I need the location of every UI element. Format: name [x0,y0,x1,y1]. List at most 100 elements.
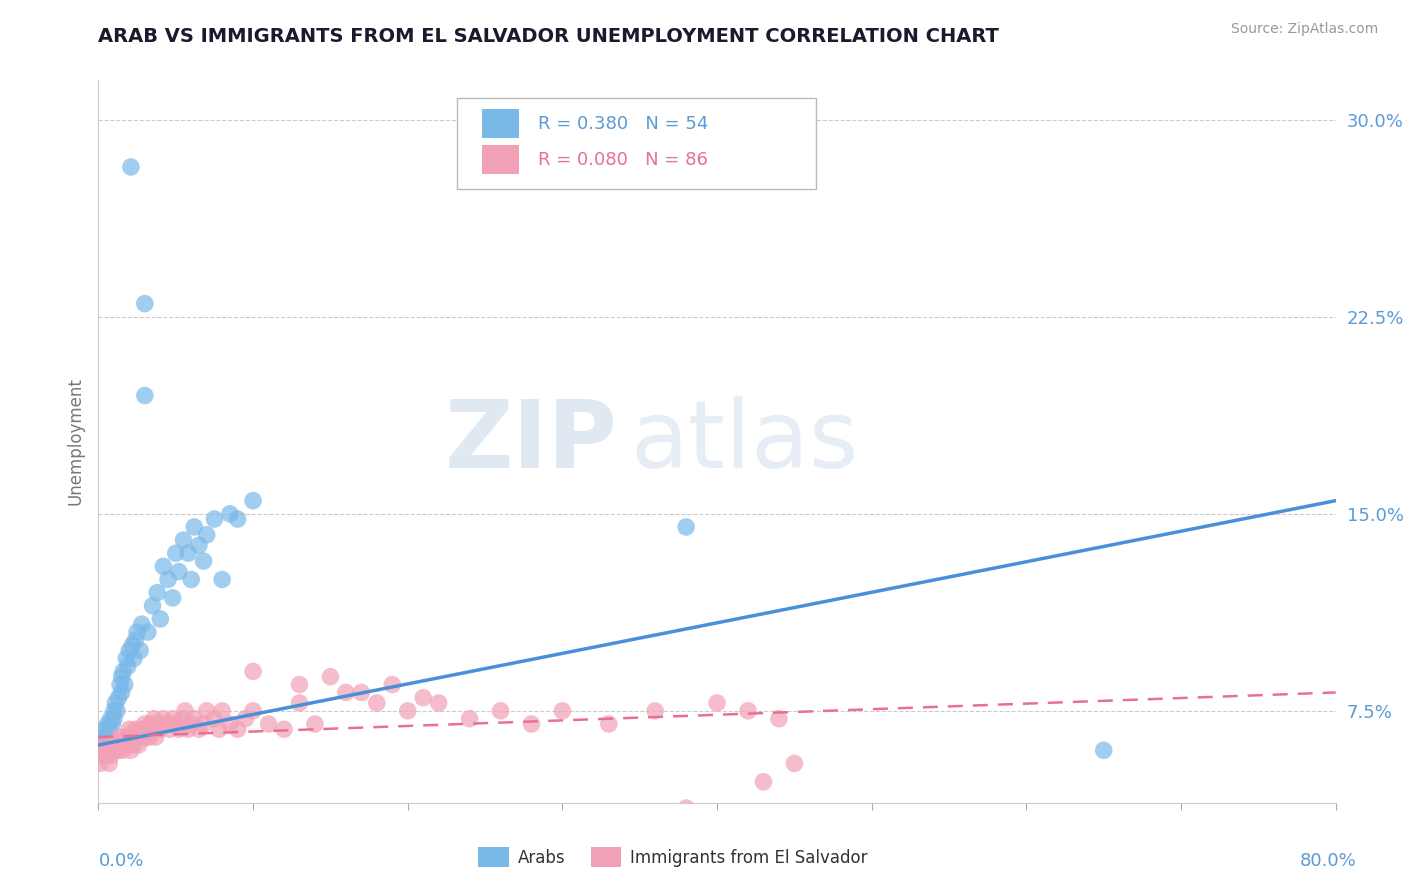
Point [242,493,264,508]
Point [174,704,197,718]
Point [146,585,169,599]
Point [112,743,135,757]
Point [118,723,141,737]
Point [89,743,111,757]
Point [752,774,775,789]
Point [242,665,264,679]
Point [91,730,114,744]
Point [105,704,128,718]
Point [108,730,131,744]
Point [706,696,728,710]
Point [114,730,136,744]
Point [101,717,124,731]
Point [768,712,790,726]
Point [121,730,143,744]
Point [233,712,257,726]
Point [319,670,342,684]
Point [96,730,118,744]
Point [112,665,135,679]
Point [551,704,574,718]
Point [103,738,125,752]
Point [122,651,145,665]
Point [204,712,226,726]
Point [155,717,177,731]
Text: atlas: atlas [630,395,859,488]
Point [288,696,311,710]
Point [1092,743,1115,757]
Point [180,717,202,731]
Point [146,717,169,731]
Point [111,685,132,699]
Text: R = 0.080   N = 86: R = 0.080 N = 86 [537,151,707,169]
Text: Immigrants from El Salvador: Immigrants from El Salvador [630,849,868,867]
Point [132,723,155,737]
Point [350,685,373,699]
Point [90,735,112,749]
Point [159,723,181,737]
Point [273,723,295,737]
Point [177,723,200,737]
Point [183,712,205,726]
Text: 0.0%: 0.0% [98,852,143,870]
Point [107,743,129,757]
Bar [482,109,519,138]
Point [143,712,166,726]
Point [675,520,697,534]
Point [675,801,697,815]
Point [783,756,806,771]
Y-axis label: Unemployment: Unemployment [66,377,84,506]
Point [90,748,112,763]
Point [335,685,357,699]
Point [127,730,149,744]
Point [193,554,215,568]
Point [122,738,145,752]
Point [115,738,138,752]
Point [288,677,311,691]
Point [117,659,139,673]
Point [103,712,125,726]
Point [134,388,156,402]
Text: R = 0.380   N = 54: R = 0.380 N = 54 [537,115,709,133]
Point [366,696,388,710]
Point [124,632,146,647]
Point [89,756,111,771]
Point [162,712,184,726]
Text: Arabs: Arabs [517,849,565,867]
Point [98,723,121,737]
Point [188,538,211,552]
Point [644,704,666,718]
Point [219,717,242,731]
Point [117,730,139,744]
Point [120,160,142,174]
Point [127,625,149,640]
Point [145,730,167,744]
Point [101,743,124,757]
Point [152,559,174,574]
Point [195,528,218,542]
Point [226,512,249,526]
Point [520,717,543,731]
Point [412,690,434,705]
FancyBboxPatch shape [457,98,815,189]
Point [165,546,187,560]
Point [149,723,172,737]
Point [120,743,142,757]
Point [427,696,450,710]
Point [139,717,162,731]
Point [115,651,138,665]
Point [96,748,118,763]
Point [141,723,165,737]
Point [136,723,159,737]
Text: ZIP: ZIP [446,395,619,488]
Point [97,717,120,731]
Point [598,717,620,731]
Point [93,723,115,737]
Point [162,591,184,605]
Point [177,546,200,560]
Point [188,723,211,737]
Bar [482,145,519,174]
Point [219,507,242,521]
Point [111,738,132,752]
Point [107,690,129,705]
Point [170,712,193,726]
